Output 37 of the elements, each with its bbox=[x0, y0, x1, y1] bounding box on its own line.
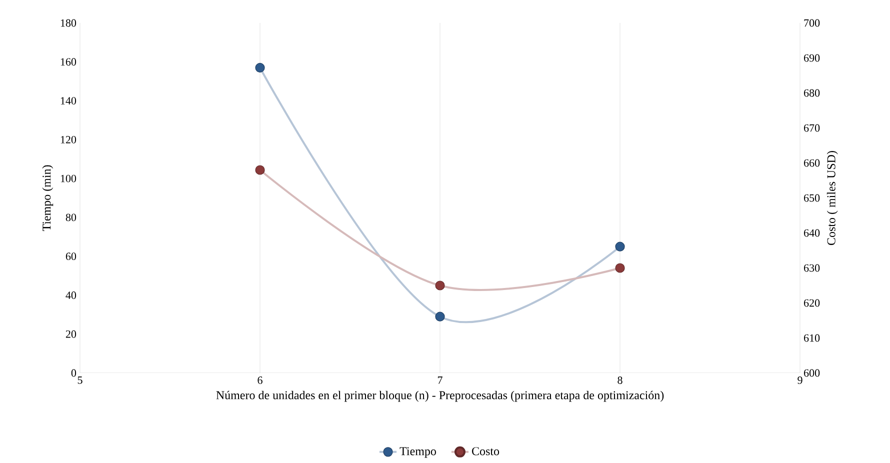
y-axis-title: Tiempo (min) bbox=[42, 165, 54, 232]
y-tick-label: 0 bbox=[71, 369, 76, 377]
x-tick-label: 6 bbox=[258, 376, 262, 384]
y-tick-label: 140 bbox=[60, 97, 76, 104]
y2-tick-label: 670 bbox=[804, 124, 820, 132]
y2-tick-label: 620 bbox=[804, 299, 820, 307]
y2-tick-label: 660 bbox=[804, 159, 820, 167]
point bbox=[615, 263, 625, 273]
y-tick-label: 20 bbox=[66, 330, 76, 338]
y-tick-label: 40 bbox=[66, 292, 76, 299]
legend-label: Tiempo bbox=[400, 447, 436, 458]
y-tick-label: 160 bbox=[60, 58, 76, 66]
y2-tick-label: 610 bbox=[804, 334, 820, 342]
x-tick-label: 7 bbox=[438, 376, 442, 384]
y2-tick-label: 690 bbox=[804, 54, 820, 62]
point bbox=[255, 62, 265, 73]
y2-tick-label: 680 bbox=[804, 89, 820, 97]
point bbox=[435, 312, 445, 322]
x-tick-label: 9 bbox=[798, 376, 802, 384]
y2-tick-label: 630 bbox=[804, 264, 820, 272]
x-axis-title: Número de unidades en el primer bloque (n) - Preprocesadas (primera etapa de optimización) bbox=[216, 390, 664, 402]
y2-tick-label: 600 bbox=[804, 369, 820, 377]
y-tick-label: 80 bbox=[66, 214, 76, 222]
y-tick-label: 120 bbox=[60, 136, 76, 144]
x-tick-label: 8 bbox=[618, 376, 622, 384]
y2-tick-label: 640 bbox=[804, 229, 820, 237]
y-tick-label: 100 bbox=[60, 174, 76, 182]
point bbox=[435, 280, 445, 290]
y2-tick-label: 700 bbox=[804, 19, 820, 27]
y-tick-label: 180 bbox=[60, 19, 76, 27]
y-tick-label: 60 bbox=[66, 252, 76, 260]
point bbox=[255, 165, 265, 175]
y2-tick-label: 650 bbox=[804, 194, 820, 202]
point bbox=[615, 242, 625, 252]
x-tick-label: 5 bbox=[78, 376, 82, 384]
legend-label: Costo bbox=[472, 447, 500, 456]
y2-axis-title: Costo ( miles USD) bbox=[826, 151, 838, 246]
